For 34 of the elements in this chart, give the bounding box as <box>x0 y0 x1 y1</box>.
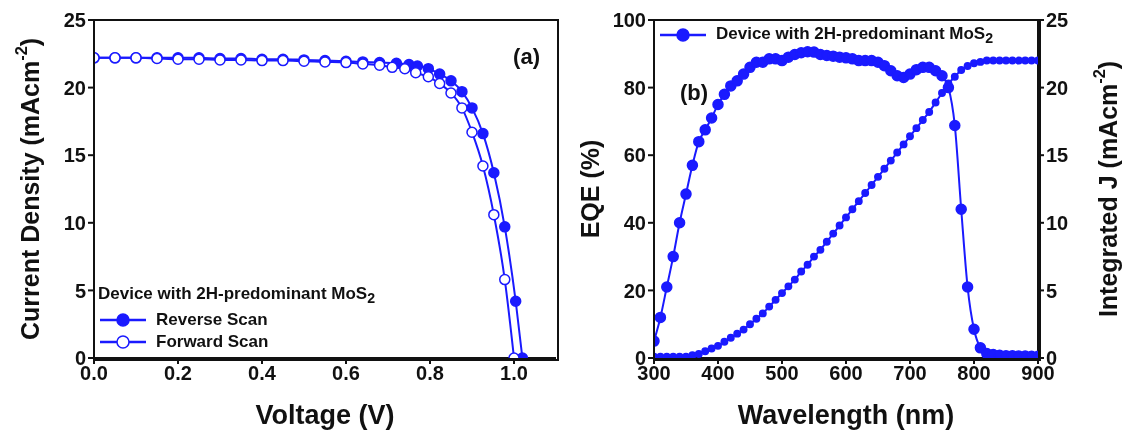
y-tick-label: 80 <box>623 76 646 99</box>
x-tick-label: 500 <box>765 362 799 385</box>
annotation: (b) <box>680 80 709 106</box>
x-tick-label: 1.0 <box>500 362 528 385</box>
y-tick-label: 100 <box>612 9 646 32</box>
legend-label: Reverse Scan <box>156 310 268 330</box>
x-tick-label: 0.4 <box>248 362 277 385</box>
y-tick-label: 25 <box>63 9 86 32</box>
y2-tick-label: 10 <box>1046 211 1069 234</box>
x-tick-label: 400 <box>701 362 735 385</box>
annotation: (a) <box>513 44 540 70</box>
y-tick-label: 60 <box>623 144 646 167</box>
x-axis-title: Wavelength (nm) <box>737 400 955 430</box>
x-tick-label: 600 <box>829 362 863 385</box>
y2-tick-label: 20 <box>1046 76 1069 99</box>
y-tick-label: 40 <box>623 211 646 234</box>
x-tick-label: 800 <box>957 362 991 385</box>
x-tick-label: 700 <box>893 362 927 385</box>
y-axis-title: EQE (%) <box>576 139 604 239</box>
y2-tick-label: 25 <box>1046 9 1069 32</box>
y-tick-label: 15 <box>63 144 86 167</box>
x-tick-label: 0.6 <box>332 362 360 385</box>
x-tick-label: 0.2 <box>164 362 192 385</box>
legend-title: Device with 2H-predominant MoS$_{2}$ <box>98 283 376 306</box>
x-tick-label: 0.8 <box>416 362 444 385</box>
legend-label: Device with 2H-predominant MoS$_{2}$ <box>716 24 994 47</box>
y2-tick-label: 5 <box>1046 279 1058 302</box>
y-tick-label: 20 <box>63 76 86 99</box>
y-tick-label: 20 <box>623 279 646 302</box>
legend-label: Forward Scan <box>156 332 269 352</box>
y-tick-label: 10 <box>63 211 86 234</box>
y2-tick-label: 15 <box>1046 144 1069 167</box>
x-axis-title: Voltage (V) <box>255 400 395 430</box>
y-tick-label: 5 <box>74 279 86 302</box>
